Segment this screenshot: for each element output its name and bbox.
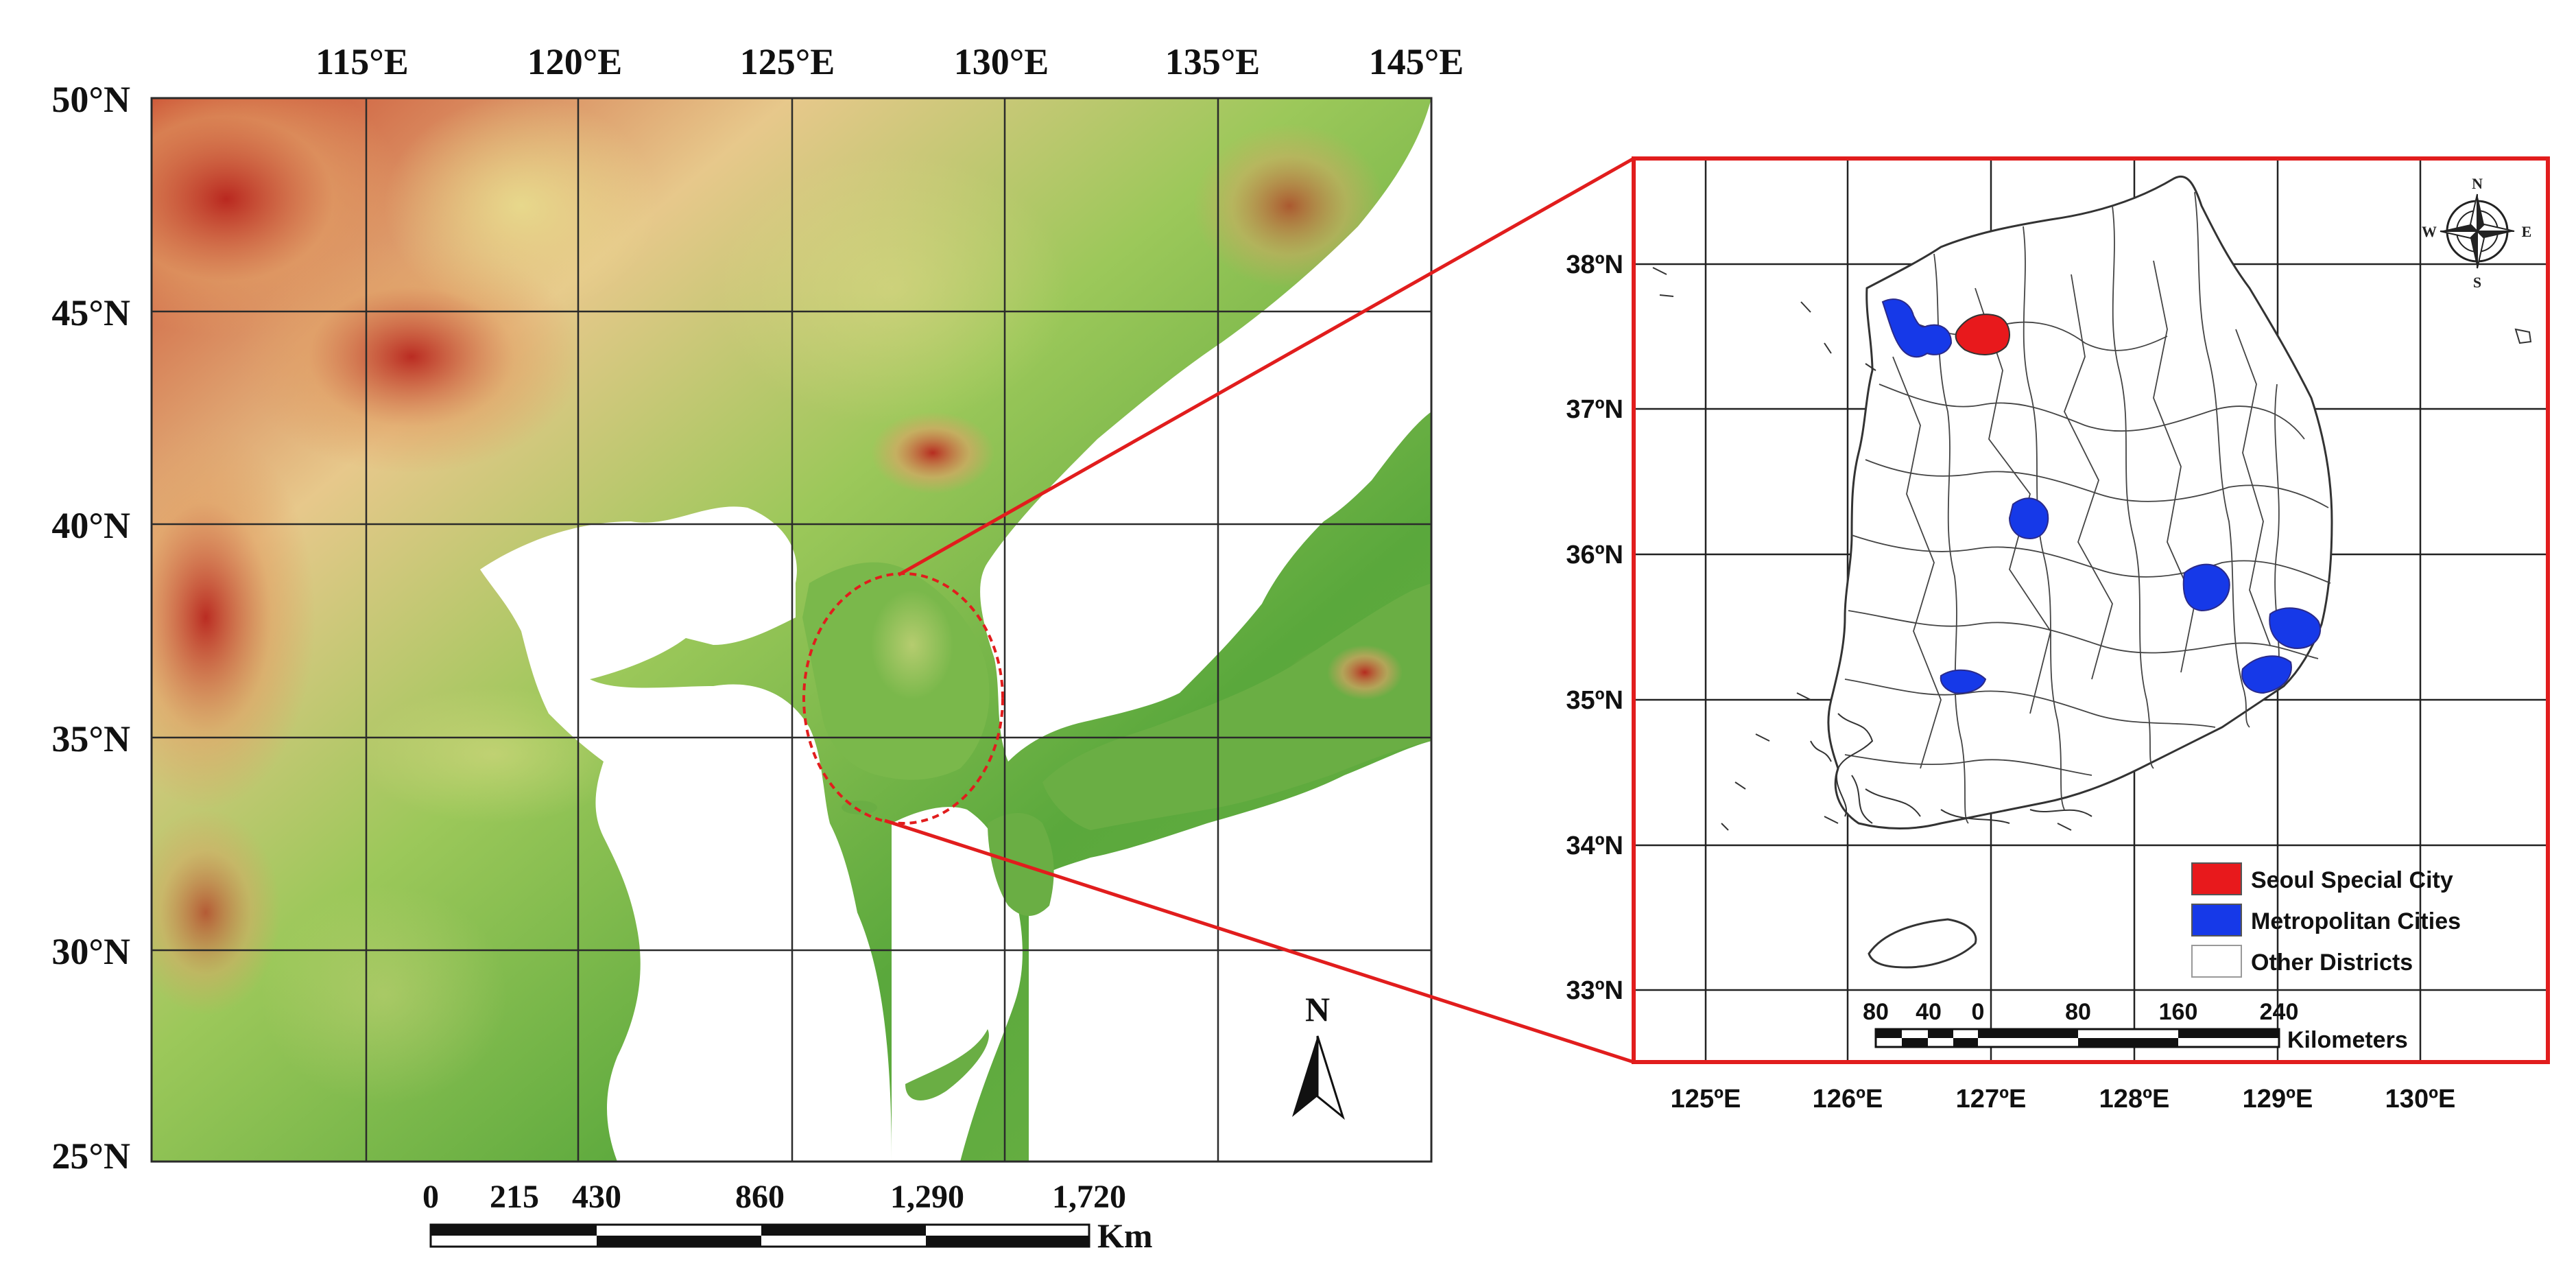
lon-label: 145°E: [1369, 41, 1464, 82]
terrain-highland: [1327, 645, 1403, 700]
lat-label: 38ºN: [1566, 250, 1623, 279]
regional-elevation-map: 115°E 120°E 125°E 130°E 135°E 145°E 50°N…: [51, 41, 1464, 1255]
south-korea-outline: [1827, 176, 2333, 829]
scale-tick: 860: [735, 1179, 785, 1215]
lon-label: 129ºE: [2243, 1085, 2313, 1114]
scale-tick: 80: [1863, 999, 1889, 1025]
east-sea: [980, 98, 1431, 762]
lon-label: 135°E: [1165, 41, 1261, 82]
lat-label: 36ºN: [1566, 541, 1623, 569]
lat-label: 35°N: [51, 718, 130, 759]
lon-label: 126ºE: [1813, 1085, 1883, 1114]
scale-tick: 0: [422, 1179, 439, 1215]
compass-n: N: [2472, 175, 2483, 192]
terrain-highland: [152, 810, 281, 1015]
scale-tick: 80: [2065, 999, 2091, 1025]
yellow-sea: [480, 506, 892, 1162]
lat-label: 37ºN: [1566, 395, 1623, 424]
korea-districts-map: N S E W Seoul Special City Metropolitan …: [1566, 156, 2550, 1114]
lon-label: 125ºE: [1671, 1085, 1741, 1114]
daejeon-metro: [2008, 497, 2049, 540]
lon-label: 128ºE: [2099, 1085, 2170, 1114]
scale-tick: 430: [572, 1179, 621, 1215]
zoom-frame: [1632, 156, 2550, 1064]
lon-label: 120°E: [527, 41, 623, 82]
compass-rose-icon: N S E W: [2422, 175, 2531, 291]
lon-label: 115°E: [315, 41, 409, 82]
north-arrow-icon: N: [1292, 990, 1345, 1120]
legend-label: Seoul Special City: [2251, 867, 2453, 893]
lat-label: 40°N: [51, 505, 130, 546]
scale-tick: 160: [2159, 999, 2198, 1025]
lon-label: 130ºE: [2385, 1085, 2456, 1114]
compass-s: S: [2473, 274, 2481, 291]
lat-label: 30°N: [51, 931, 130, 972]
terrain-plateau: [261, 885, 508, 1105]
compass-w: W: [2422, 223, 2437, 240]
terrain-plateau: [384, 98, 658, 316]
left-lat-labels: 50°N 45°N 40°N 35°N 30°N 25°N: [51, 79, 130, 1177]
seoul-special-city: [1955, 314, 2010, 355]
terrain-plateau: [871, 590, 953, 700]
scale-tick: 215: [490, 1179, 539, 1215]
japan-honshu: [1042, 583, 1431, 830]
north-label: N: [1305, 990, 1330, 1028]
left-lon-labels: 115°E 120°E 125°E 130°E 135°E 145°E: [315, 41, 1464, 82]
daegu-metro: [2182, 563, 2230, 612]
scale-tick: 1,720: [1052, 1179, 1126, 1215]
scale-tick: 40: [1916, 999, 1942, 1025]
scale-unit: Km: [1097, 1216, 1153, 1255]
compass-e: E: [2522, 223, 2532, 240]
lat-label: 35ºN: [1566, 686, 1623, 715]
pacific-ocean: [1029, 741, 1431, 1162]
scale-tick: 240: [2260, 999, 2299, 1025]
busan-metro: [2241, 655, 2292, 694]
right-lat-labels: 38ºN 37ºN 36ºN 35ºN 34ºN 33ºN: [1566, 250, 1623, 1005]
gwangju-metro: [1940, 669, 1987, 694]
terrain-highland: [152, 425, 315, 810]
dokdo-island: [2514, 328, 2532, 344]
left-scale-bar: 0 215 430 860 1,290 1,720 Km: [422, 1179, 1153, 1255]
incheon-metro: [1881, 298, 1953, 358]
legend-swatch-seoul: [2191, 862, 2242, 895]
scale-tick: 1,290: [890, 1179, 964, 1215]
scale-tick: 0: [1972, 999, 1985, 1025]
right-scale-bar: 80 40 0 80 160 240 Kilometers: [1863, 999, 2408, 1053]
jeju-district: [1868, 918, 1977, 969]
lat-label: 33ºN: [1566, 976, 1623, 1005]
legend-label: Other Districts: [2251, 950, 2413, 976]
scale-unit: Kilometers: [2287, 1027, 2408, 1053]
lon-label: 130°E: [954, 41, 1049, 82]
metropolitan-cities: [1881, 298, 2322, 694]
lat-label: 34ºN: [1566, 832, 1623, 860]
legend: Seoul Special City Metropolitan Cities O…: [2191, 862, 2461, 978]
lat-label: 45°N: [51, 292, 130, 333]
graticule: [150, 97, 1433, 1163]
legend-swatch-other: [2191, 945, 2242, 978]
legend-swatch-metro: [2191, 904, 2242, 937]
ryukyu-islands: [905, 1029, 989, 1100]
coastal-islands: [1652, 267, 2092, 831]
korea-strait: [892, 807, 1023, 1162]
terrain-highland: [871, 412, 994, 494]
lat-label: 25°N: [51, 1135, 130, 1177]
lat-label: 50°N: [51, 79, 130, 120]
zoom-connector-lines: [884, 156, 1635, 1064]
right-lon-labels: 125ºE 126ºE 127ºE 128ºE 129ºE 130ºE: [1671, 1085, 2456, 1114]
lon-label: 125°E: [740, 41, 835, 82]
ulsan-metro: [2269, 607, 2322, 650]
terrain-plateau: [713, 151, 1070, 425]
legend-label: Metropolitan Cities: [2251, 908, 2461, 934]
lon-label: 127ºE: [1956, 1085, 2027, 1114]
